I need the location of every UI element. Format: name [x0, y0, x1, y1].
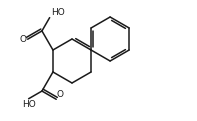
- Text: O: O: [56, 90, 63, 99]
- Text: HO: HO: [51, 8, 64, 17]
- Text: O: O: [20, 35, 27, 44]
- Text: HO: HO: [22, 100, 35, 109]
